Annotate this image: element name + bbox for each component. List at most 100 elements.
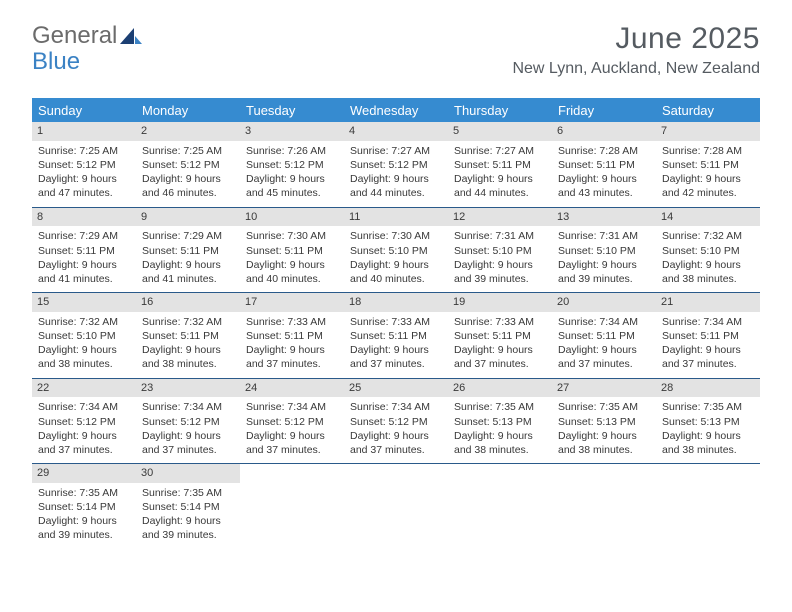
sunset-line: Sunset: 5:11 PM	[662, 329, 754, 343]
title-block: June 2025 New Lynn, Auckland, New Zealan…	[512, 22, 760, 78]
sunset-line: Sunset: 5:10 PM	[454, 244, 546, 258]
sunrise-line: Sunrise: 7:28 AM	[662, 144, 754, 158]
sunset-line: Sunset: 5:10 PM	[350, 244, 442, 258]
sunrise-line: Sunrise: 7:32 AM	[662, 229, 754, 243]
weeks-container: 1Sunrise: 7:25 AMSunset: 5:12 PMDaylight…	[32, 122, 760, 549]
sunrise-line: Sunrise: 7:33 AM	[454, 315, 546, 329]
day-number: 28	[656, 379, 760, 398]
dow-monday: Monday	[136, 98, 240, 122]
day-cell: 22Sunrise: 7:34 AMSunset: 5:12 PMDayligh…	[32, 379, 136, 464]
day-cell: 13Sunrise: 7:31 AMSunset: 5:10 PMDayligh…	[552, 208, 656, 293]
sunset-line: Sunset: 5:12 PM	[350, 415, 442, 429]
sunset-line: Sunset: 5:11 PM	[142, 244, 234, 258]
daylight-line: Daylight: 9 hours and 44 minutes.	[454, 172, 546, 200]
day-number: 11	[344, 208, 448, 227]
day-cell: 25Sunrise: 7:34 AMSunset: 5:12 PMDayligh…	[344, 379, 448, 464]
sunset-line: Sunset: 5:10 PM	[38, 329, 130, 343]
day-number: 24	[240, 379, 344, 398]
dow-thursday: Thursday	[448, 98, 552, 122]
day-cell: 6 Sunrise: 7:28 AMSunset: 5:11 PMDaylight…	[552, 122, 656, 207]
sunrise-line: Sunrise: 7:32 AM	[38, 315, 130, 329]
sunrise-line: Sunrise: 7:32 AM	[142, 315, 234, 329]
day-number: 15	[32, 293, 136, 312]
sunrise-line: Sunrise: 7:34 AM	[662, 315, 754, 329]
day-cell: 16 Sunrise: 7:32 AMSunset: 5:11 PMDayligh…	[136, 293, 240, 378]
day-number: 21	[656, 293, 760, 312]
sunrise-line: Sunrise: 7:25 AM	[142, 144, 234, 158]
sunset-line: Sunset: 5:14 PM	[38, 500, 130, 514]
sunrise-line: Sunrise: 7:34 AM	[350, 400, 442, 414]
sunrise-line: Sunrise: 7:29 AM	[142, 229, 234, 243]
logo: General	[32, 22, 142, 50]
sunrise-line: Sunrise: 7:35 AM	[142, 486, 234, 500]
daylight-line: Daylight: 9 hours and 46 minutes.	[142, 172, 234, 200]
day-number: 29	[32, 464, 136, 483]
sunset-line: Sunset: 5:11 PM	[142, 329, 234, 343]
day-cell: 7Sunrise: 7:28 AMSunset: 5:11 PMDaylight…	[656, 122, 760, 207]
week-row: 22Sunrise: 7:34 AMSunset: 5:12 PMDayligh…	[32, 379, 760, 465]
day-cell: 21Sunrise: 7:34 AMSunset: 5:11 PMDayligh…	[656, 293, 760, 378]
sunset-line: Sunset: 5:12 PM	[350, 158, 442, 172]
header: General June 2025 New Lynn, Auckland, Ne…	[0, 0, 792, 84]
sunrise-line: Sunrise: 7:29 AM	[38, 229, 130, 243]
sunset-line: Sunset: 5:11 PM	[246, 244, 338, 258]
day-cell: 19Sunrise: 7:33 AMSunset: 5:11 PMDayligh…	[448, 293, 552, 378]
sunrise-line: Sunrise: 7:31 AM	[558, 229, 650, 243]
sunset-line: Sunset: 5:11 PM	[454, 158, 546, 172]
page-subtitle: New Lynn, Auckland, New Zealand	[512, 60, 760, 78]
sunset-line: Sunset: 5:11 PM	[558, 329, 650, 343]
logo-sail-icon	[120, 27, 142, 45]
sunset-line: Sunset: 5:11 PM	[558, 158, 650, 172]
daylight-line: Daylight: 9 hours and 37 minutes.	[350, 429, 442, 457]
day-number: 2	[136, 122, 240, 141]
daylight-line: Daylight: 9 hours and 39 minutes.	[558, 258, 650, 286]
logo-word2: Blue	[32, 48, 80, 76]
daylight-line: Daylight: 9 hours and 38 minutes.	[142, 343, 234, 371]
day-number: 30	[136, 464, 240, 483]
daylight-line: Daylight: 9 hours and 37 minutes.	[38, 429, 130, 457]
sunrise-line: Sunrise: 7:34 AM	[142, 400, 234, 414]
day-cell: 5Sunrise: 7:27 AMSunset: 5:11 PMDaylight…	[448, 122, 552, 207]
logo-word1: General	[32, 22, 117, 50]
week-row: 1Sunrise: 7:25 AMSunset: 5:12 PMDaylight…	[32, 122, 760, 208]
day-number: 5	[448, 122, 552, 141]
day-cell: 11 Sunrise: 7:30 AMSunset: 5:10 PMDayligh…	[344, 208, 448, 293]
daylight-line: Daylight: 9 hours and 39 minutes.	[454, 258, 546, 286]
day-cell: 15 Sunrise: 7:32 AMSunset: 5:10 PMDayligh…	[32, 293, 136, 378]
daylight-line: Daylight: 9 hours and 38 minutes.	[454, 429, 546, 457]
sunset-line: Sunset: 5:12 PM	[142, 415, 234, 429]
day-cell: 30Sunrise: 7:35 AMSunset: 5:14 PMDayligh…	[136, 464, 240, 549]
sunset-line: Sunset: 5:11 PM	[350, 329, 442, 343]
day-cell	[552, 464, 656, 549]
day-number: 6	[552, 122, 656, 141]
daylight-line: Daylight: 9 hours and 38 minutes.	[38, 343, 130, 371]
daylight-line: Daylight: 9 hours and 40 minutes.	[350, 258, 442, 286]
sunrise-line: Sunrise: 7:31 AM	[454, 229, 546, 243]
daylight-line: Daylight: 9 hours and 43 minutes.	[558, 172, 650, 200]
sunrise-line: Sunrise: 7:30 AM	[350, 229, 442, 243]
day-cell: 17Sunrise: 7:33 AMSunset: 5:11 PMDayligh…	[240, 293, 344, 378]
sunrise-line: Sunrise: 7:35 AM	[558, 400, 650, 414]
sunset-line: Sunset: 5:11 PM	[246, 329, 338, 343]
day-cell	[240, 464, 344, 549]
day-number: 20	[552, 293, 656, 312]
sunset-line: Sunset: 5:11 PM	[454, 329, 546, 343]
sunrise-line: Sunrise: 7:28 AM	[558, 144, 650, 158]
daylight-line: Daylight: 9 hours and 42 minutes.	[662, 172, 754, 200]
daylight-line: Daylight: 9 hours and 41 minutes.	[142, 258, 234, 286]
day-cell: 3Sunrise: 7:26 AMSunset: 5:12 PMDaylight…	[240, 122, 344, 207]
daylight-line: Daylight: 9 hours and 37 minutes.	[142, 429, 234, 457]
day-number: 16	[136, 293, 240, 312]
daylight-line: Daylight: 9 hours and 38 minutes.	[662, 429, 754, 457]
day-cell: 10Sunrise: 7:30 AMSunset: 5:11 PMDayligh…	[240, 208, 344, 293]
daylight-line: Daylight: 9 hours and 45 minutes.	[246, 172, 338, 200]
sunrise-line: Sunrise: 7:33 AM	[350, 315, 442, 329]
day-cell: 1Sunrise: 7:25 AMSunset: 5:12 PMDaylight…	[32, 122, 136, 207]
sunset-line: Sunset: 5:14 PM	[142, 500, 234, 514]
daylight-line: Daylight: 9 hours and 37 minutes.	[454, 343, 546, 371]
daylight-line: Daylight: 9 hours and 37 minutes.	[246, 343, 338, 371]
sunrise-line: Sunrise: 7:35 AM	[662, 400, 754, 414]
daylight-line: Daylight: 9 hours and 39 minutes.	[38, 514, 130, 542]
day-cell: 2Sunrise: 7:25 AMSunset: 5:12 PMDaylight…	[136, 122, 240, 207]
day-cell: 24Sunrise: 7:34 AMSunset: 5:12 PMDayligh…	[240, 379, 344, 464]
